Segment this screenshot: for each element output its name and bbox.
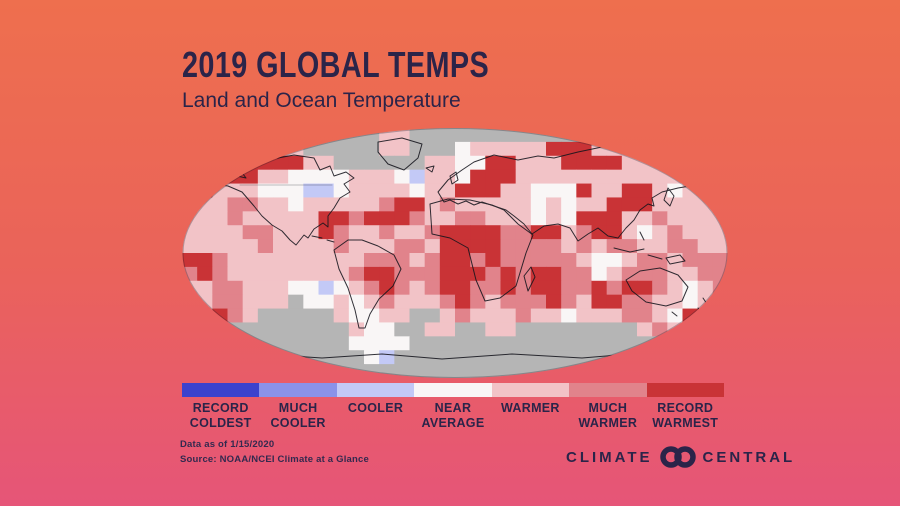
indonesia-outline xyxy=(613,231,686,265)
greenland-outline xyxy=(377,137,423,171)
north-america-outline xyxy=(203,149,355,246)
temperature-grid-cells xyxy=(182,128,728,378)
legend-label-near-average: NEAR AVERAGE xyxy=(421,401,485,430)
interlocking-rings-icon xyxy=(659,446,696,468)
page-title: 2019 GLOBAL TEMPS xyxy=(182,44,490,85)
data-source-text: Source: NOAA/NCEI Climate at a Glance xyxy=(180,453,370,465)
japan-outline xyxy=(663,187,675,207)
legend-label-much-cooler: MUCH COOLER xyxy=(270,401,326,430)
header: 2019 GLOBAL TEMPS Land and Ocean Tempera… xyxy=(182,44,566,113)
legend-labels: RECORD COLDEST MUCH COOLER COOLER NEAR AVERAGE… xyxy=(182,401,724,431)
legend-label-record-coldest: RECORD COLDEST xyxy=(189,401,252,430)
legend-swatch-record-coldest xyxy=(182,383,260,397)
page-subtitle: Land and Ocean Temperature xyxy=(182,89,461,112)
logo-word-climate: CLIMATE xyxy=(566,448,653,466)
madagascar-outline xyxy=(523,266,536,292)
legend-label-warmer: WARMER xyxy=(501,401,560,415)
legend-swatch-near-average xyxy=(414,383,492,397)
legend-swatch-warmer xyxy=(491,383,570,397)
legend-swatch-much-cooler xyxy=(259,383,337,397)
legend-swatch-cooler xyxy=(336,383,415,397)
world-temperature-map xyxy=(182,128,728,378)
legend-label-cooler: COOLER xyxy=(347,401,404,415)
source-note: Data as of 1/15/2020 Source: NOAA/NCEI C… xyxy=(180,438,369,467)
australia-outline xyxy=(625,267,689,317)
logo-word-central: CENTRAL xyxy=(702,448,796,466)
iceland-outline xyxy=(425,165,435,173)
legend-swatch-much-warmer xyxy=(569,383,647,397)
legend-label-much-warmer: MUCH WARMER xyxy=(578,401,638,430)
data-as-of-text: Data as of 1/15/2020 xyxy=(180,439,275,450)
legend-color-bar xyxy=(182,383,724,397)
map-border xyxy=(182,128,728,378)
south-america-outline xyxy=(333,239,402,329)
eurasia-outline xyxy=(437,146,728,242)
caribbean-islands xyxy=(311,235,335,243)
climate-central-logo: CLIMATE CENTRAL xyxy=(566,444,795,470)
legend-swatch-record-warmest xyxy=(646,383,724,397)
legend-label-record-warmest: RECORD WARMEST xyxy=(652,401,719,430)
uk-outline xyxy=(449,171,459,185)
